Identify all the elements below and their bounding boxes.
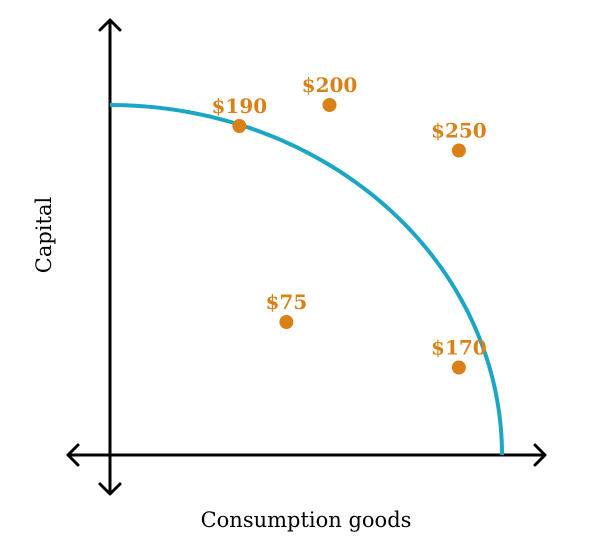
x-axis-right-arrow [533,443,547,467]
data-point-label: $250 [431,119,487,143]
data-point [451,360,466,375]
data-point [279,315,294,329]
data-point-label: $75 [266,290,308,314]
data-point-label: $190 [212,94,268,118]
data-point [322,98,337,112]
axes [66,18,547,496]
data-point-label: $200 [302,73,358,97]
data-points: $190 $200 $250 $75 $170 [212,73,487,375]
data-point [232,119,247,133]
data-point [451,143,466,158]
ppf-curve [109,103,504,456]
x-axis-left-arrow [66,443,80,467]
y-axis-up-arrow [98,18,122,32]
x-axis-label: Consumption goods [201,508,412,532]
data-point-label: $170 [431,336,487,360]
y-axis-down-arrow [98,482,122,496]
y-axis-label: Capital [32,197,56,274]
